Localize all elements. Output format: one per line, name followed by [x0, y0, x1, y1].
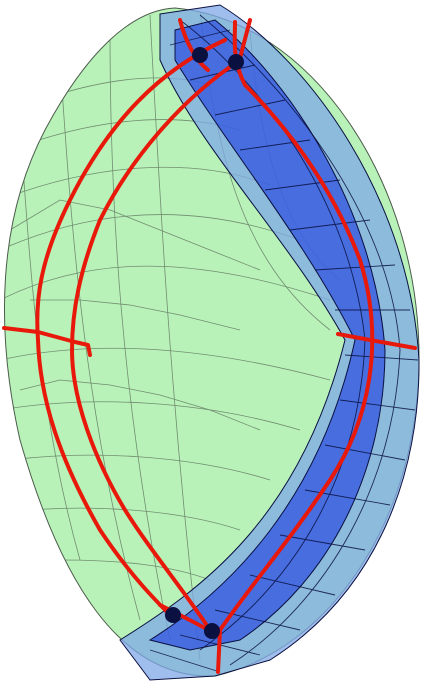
curve-band-top	[178, 18, 210, 72]
node-marker	[165, 607, 181, 623]
curve-outer	[35, 38, 227, 622]
curve-inner	[70, 58, 242, 632]
node-marker	[192, 47, 208, 63]
inner-band	[119, 4, 420, 681]
curve-band-top-2	[238, 18, 252, 60]
outer-body-mesh	[4, 9, 341, 661]
node-marker	[228, 54, 244, 70]
curve-crossbar-right	[336, 332, 417, 350]
curve-crossbar-left	[2, 326, 92, 357]
inner-band-core	[148, 19, 386, 651]
node-markers	[165, 47, 244, 639]
curve-band	[216, 20, 375, 674]
curve-set	[2, 18, 417, 674]
node-marker	[204, 623, 220, 639]
